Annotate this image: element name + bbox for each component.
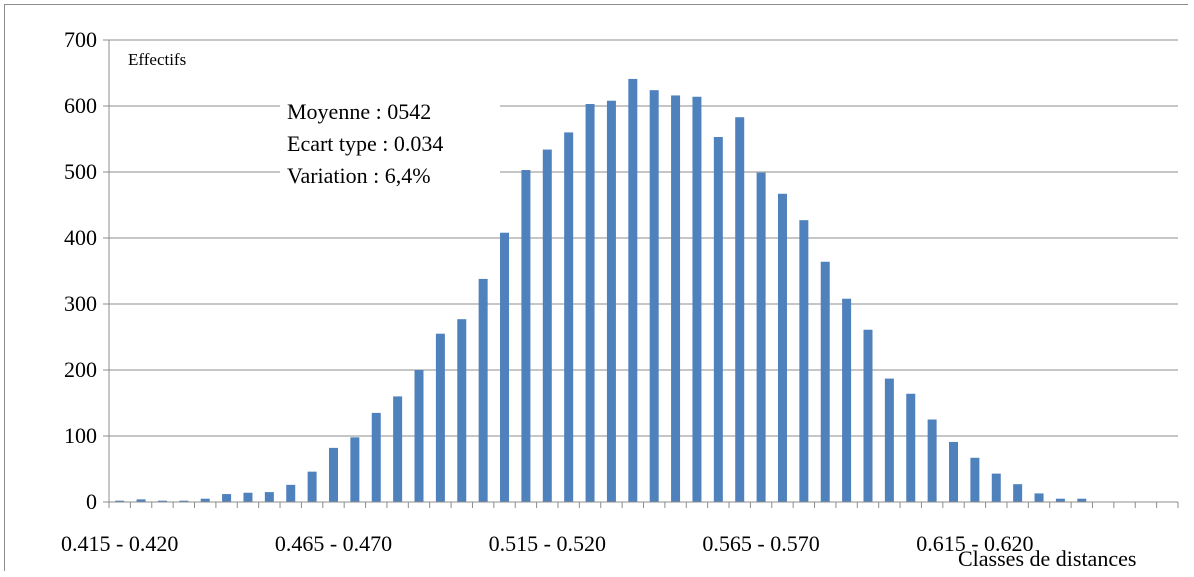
x-tick-label: 0.565 - 0.570 <box>702 531 819 556</box>
x-tick-label: 0.415 - 0.420 <box>61 531 178 556</box>
chart-frame <box>4 4 1188 571</box>
bars <box>115 78 1087 503</box>
bar-1 <box>115 500 125 502</box>
y-tick-label: 600 <box>64 93 97 118</box>
bar-37 <box>884 378 894 502</box>
bar-18 <box>478 278 488 502</box>
bar-32 <box>777 193 787 502</box>
x-tick-label: 0.615 - 0.620 <box>916 531 1033 556</box>
bar-10 <box>307 471 317 502</box>
stat-std: Ecart type : 0.034 <box>287 131 443 156</box>
bar-6 <box>222 494 232 502</box>
x-axis: 0.415 - 0.420 0.465 - 0.470 0.515 - 0.520 0… <box>61 501 1179 556</box>
bar-38 <box>906 393 916 502</box>
bar-33 <box>799 220 809 502</box>
y-tick-label: 100 <box>64 423 97 448</box>
bar-4 <box>179 500 189 502</box>
bar-46 <box>1077 498 1087 502</box>
stats-box-background <box>280 96 500 194</box>
stat-variation: Variation : 6,4% <box>287 163 431 188</box>
bar-35 <box>842 298 852 502</box>
bar-44 <box>1034 493 1044 502</box>
bar-39 <box>927 419 937 502</box>
bar-17 <box>457 319 467 502</box>
bar-13 <box>371 412 381 502</box>
bar-20 <box>521 170 531 502</box>
x-axis-label: Classes de distances <box>958 546 1136 571</box>
bar-27 <box>671 95 681 502</box>
bar-8 <box>264 492 274 502</box>
bar-22 <box>564 132 574 502</box>
gridlines <box>109 39 1178 437</box>
bar-36 <box>863 329 873 502</box>
bar-3 <box>157 500 167 502</box>
x-tick-label: 0.515 - 0.520 <box>489 531 606 556</box>
stat-mean: Moyenne : 0542 <box>287 99 431 124</box>
bar-5 <box>200 498 210 502</box>
y-axis-label: Effectifs <box>128 50 186 69</box>
bar-40 <box>949 441 959 502</box>
bar-28 <box>692 96 702 502</box>
bar-30 <box>735 117 745 502</box>
y-tick-label: 400 <box>64 225 97 250</box>
y-tick-label: 0 <box>86 489 97 514</box>
bar-21 <box>542 149 552 502</box>
bar-31 <box>756 172 766 502</box>
bar-7 <box>243 492 253 502</box>
bar-24 <box>606 100 616 502</box>
bar-19 <box>500 232 510 502</box>
y-axis: 0 100 200 300 400 500 600 700 <box>64 27 110 514</box>
bar-29 <box>713 137 723 502</box>
y-tick-label: 700 <box>64 27 97 52</box>
bar-9 <box>286 484 296 502</box>
bar-34 <box>820 261 830 502</box>
bar-12 <box>350 437 360 502</box>
bar-23 <box>585 104 595 503</box>
bar-16 <box>435 333 445 502</box>
bar-43 <box>1013 484 1023 502</box>
bar-42 <box>991 473 1001 502</box>
bar-45 <box>1055 498 1065 502</box>
bar-26 <box>649 90 659 502</box>
bar-15 <box>414 370 424 502</box>
bar-41 <box>970 457 980 502</box>
y-tick-label: 500 <box>64 159 97 184</box>
y-tick-label: 300 <box>64 291 97 316</box>
bar-14 <box>393 396 403 502</box>
bar-25 <box>628 78 638 502</box>
bar-11 <box>328 447 338 502</box>
y-tick-label: 200 <box>64 357 97 382</box>
bar-2 <box>136 499 146 502</box>
x-tick-label: 0.465 - 0.470 <box>275 531 392 556</box>
